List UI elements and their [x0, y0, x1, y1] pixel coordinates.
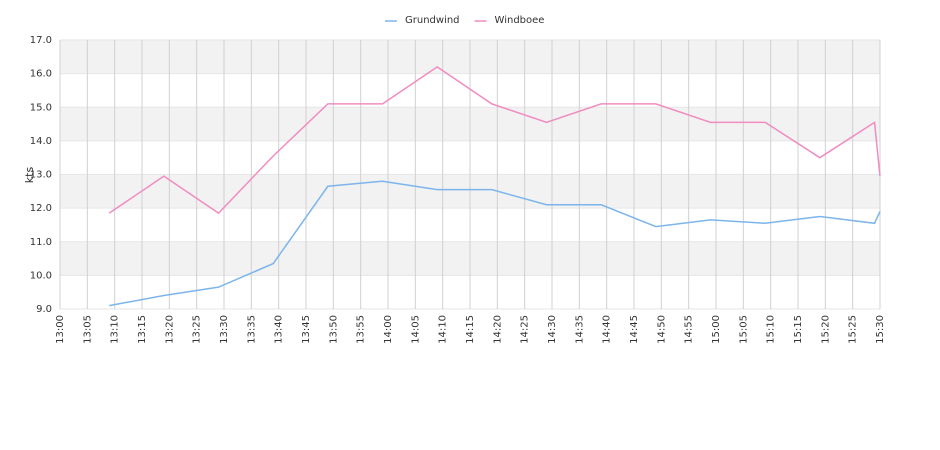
x-tick-label: 13:10 [110, 315, 121, 344]
x-tick-label: 13:20 [164, 315, 175, 344]
y-tick-label: 9.0 [36, 304, 52, 315]
y-tick-label: 15.0 [30, 102, 52, 113]
x-tick-label: 14:00 [383, 315, 394, 344]
x-tick-label: 13:25 [192, 315, 203, 344]
legend-label: Windboee [495, 15, 545, 26]
x-tick-label: 14:15 [465, 315, 476, 344]
x-tick-label: 13:15 [137, 315, 148, 344]
x-tick-label: 14:20 [492, 315, 503, 344]
x-tick-label: 15:25 [848, 315, 859, 344]
series-line [108, 65, 881, 215]
x-tick-label: 13:35 [246, 315, 257, 344]
x-tick-label: 14:50 [656, 315, 667, 344]
x-tick-label: 15:15 [793, 315, 804, 344]
x-tick-label: 15:30 [875, 315, 886, 344]
x-tick-label: 13:40 [274, 315, 285, 344]
x-tick-label: 13:55 [356, 315, 367, 344]
x-tick-label: 13:30 [219, 315, 230, 344]
x-tick-label: 14:30 [547, 315, 558, 344]
series-line [109, 180, 881, 307]
y-tick-label: 16.0 [30, 69, 52, 80]
y-axis-label: kts [23, 167, 36, 184]
x-tick-label: 13:45 [301, 315, 312, 344]
x-tick-label: 14:55 [684, 315, 695, 344]
legend-label: Grundwind [405, 15, 460, 26]
y-tick-label: 12.0 [30, 203, 52, 214]
y-tick-label: 17.0 [30, 35, 52, 46]
x-tick-label: 14:05 [410, 315, 421, 344]
x-tick-label: 14:45 [629, 315, 640, 344]
x-tick-label: 15:00 [711, 315, 722, 344]
x-tick-label: 15:05 [738, 315, 749, 344]
x-tick-label: 14:25 [520, 315, 531, 344]
x-tick-label: 13:50 [328, 315, 339, 344]
x-tick-label: 15:10 [766, 315, 777, 344]
x-tick-label: 14:35 [574, 315, 585, 344]
x-tick-label: 14:10 [438, 315, 449, 344]
x-tick-label: 13:05 [82, 315, 93, 344]
x-tick-label: 14:40 [602, 315, 613, 344]
y-tick-label: 11.0 [30, 237, 52, 248]
y-tick-label: 14.0 [30, 136, 52, 147]
x-tick-label: 15:20 [820, 315, 831, 344]
y-tick-label: 10.0 [30, 270, 52, 281]
x-tick-label: 13:00 [55, 315, 66, 344]
y-tick-label: 13.0 [30, 170, 52, 181]
